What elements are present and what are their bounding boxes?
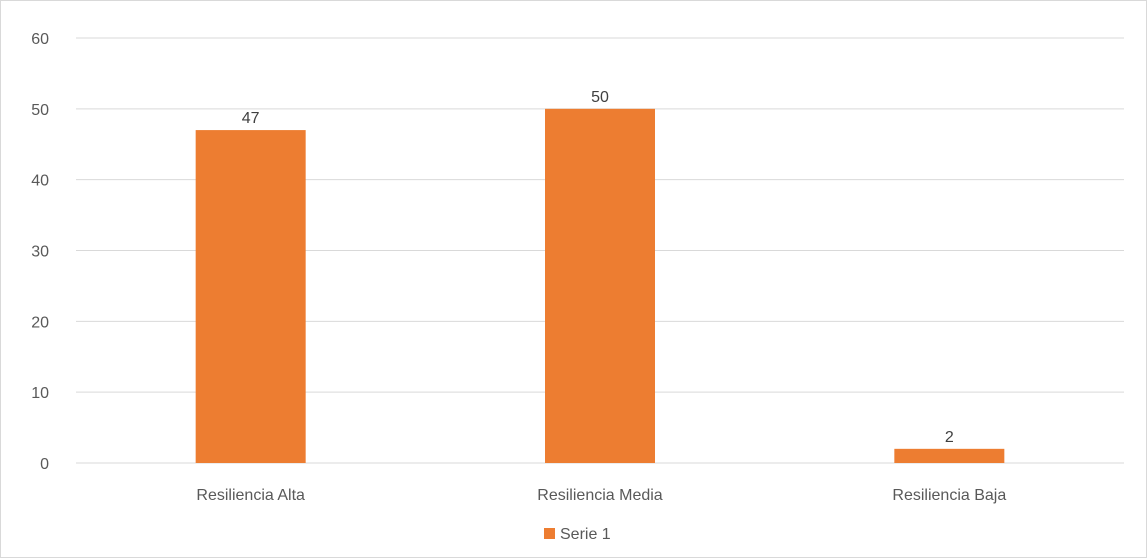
y-tick-label: 20 xyxy=(31,314,49,331)
y-tick-label: 0 xyxy=(40,456,49,473)
y-tick-label: 10 xyxy=(31,385,49,402)
y-tick-label: 30 xyxy=(31,244,49,261)
legend-swatch xyxy=(544,528,555,539)
bar xyxy=(894,448,1005,463)
data-label: 47 xyxy=(242,110,260,127)
bar xyxy=(195,130,306,464)
legend-label: Serie 1 xyxy=(560,526,611,543)
y-tick-label: 40 xyxy=(31,173,49,190)
data-label: 2 xyxy=(945,429,954,446)
x-tick-label: Resiliencia Alta xyxy=(196,487,305,504)
y-tick-label: 50 xyxy=(31,102,49,119)
x-tick-label: Resiliencia Media xyxy=(537,487,662,504)
x-tick-label: Resiliencia Baja xyxy=(892,487,1006,504)
y-tick-label: 60 xyxy=(31,31,49,48)
bar xyxy=(545,108,655,463)
data-label: 50 xyxy=(591,89,609,106)
